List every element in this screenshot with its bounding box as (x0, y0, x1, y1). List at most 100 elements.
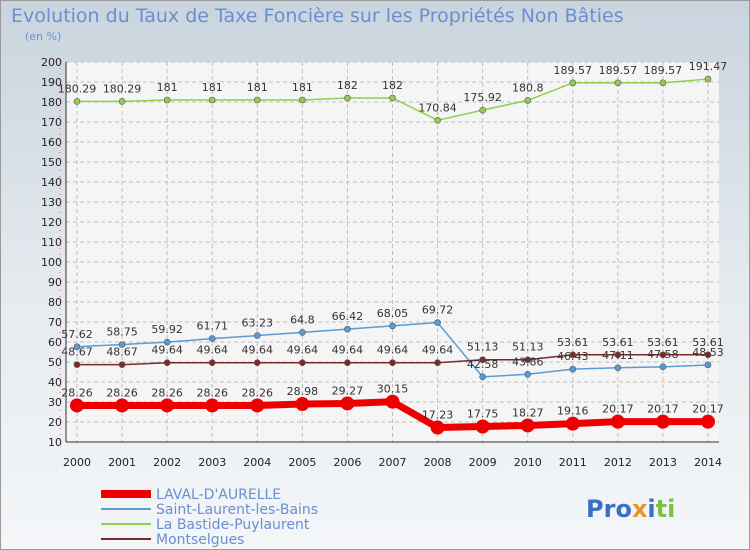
data-label: 61.71 (196, 320, 228, 333)
data-label: 28.26 (242, 386, 274, 399)
data-label: 53.61 (557, 336, 589, 349)
chart-title: Evolution du Taux de Taxe Foncière sur l… (11, 5, 624, 27)
data-label: 53.61 (647, 336, 679, 349)
data-label: 20.17 (647, 403, 679, 416)
data-point (118, 98, 126, 105)
y-tick-label: 50 (48, 356, 62, 369)
data-point (610, 414, 625, 429)
data-point (208, 335, 216, 342)
data-label: 28.26 (151, 386, 183, 399)
legend-label: Montselgues (156, 532, 244, 548)
data-label: 49.64 (332, 344, 364, 357)
y-tick-label: 70 (48, 316, 62, 329)
data-label: 20.17 (692, 403, 724, 416)
data-label: 180.8 (512, 81, 544, 94)
data-label: 49.64 (242, 344, 274, 357)
legend-label: Saint-Laurent-les-Bains (156, 502, 318, 518)
data-point (253, 359, 261, 367)
data-label: 48.67 (106, 346, 138, 359)
x-tick-label: 2005 (288, 456, 316, 469)
data-point (73, 343, 81, 351)
data-point (479, 356, 486, 364)
data-point (434, 359, 441, 367)
data-label: 180.29 (103, 82, 142, 95)
data-label: 58.75 (106, 326, 138, 339)
x-tick-label: 2000 (63, 456, 91, 469)
y-tick-label: 40 (48, 376, 62, 389)
data-point (434, 319, 441, 326)
x-tick-label: 2001 (108, 456, 136, 469)
data-label: 49.64 (151, 344, 183, 357)
y-tick-label: 110 (41, 236, 62, 249)
data-point (163, 359, 171, 367)
data-point (389, 359, 396, 367)
data-label: 69.72 (422, 304, 454, 317)
data-label: 30.15 (377, 383, 409, 396)
data-label: 53.61 (692, 336, 724, 349)
data-point (434, 117, 441, 124)
data-point (569, 351, 577, 359)
data-point (344, 359, 351, 367)
data-point (253, 332, 261, 339)
data-point (520, 418, 535, 433)
y-tick-label: 100 (41, 256, 62, 269)
data-point (295, 397, 310, 412)
y-tick-label: 130 (41, 196, 62, 209)
data-point (250, 398, 265, 413)
data-point (655, 414, 670, 429)
data-point (163, 338, 171, 346)
data-point (73, 98, 81, 105)
data-point (118, 361, 126, 368)
data-point (614, 364, 622, 372)
data-label: 49.64 (196, 344, 228, 357)
data-point (704, 361, 712, 369)
data-point (614, 79, 622, 87)
data-point (569, 79, 577, 87)
data-point (479, 373, 486, 381)
data-point (344, 94, 351, 102)
data-point (205, 398, 220, 413)
data-label: 181 (247, 81, 268, 94)
data-point (389, 94, 396, 102)
data-label: 175.92 (463, 91, 502, 104)
data-label: 181 (292, 81, 313, 94)
y-tick-label: 140 (41, 176, 62, 189)
data-label: 47.11 (602, 349, 634, 362)
y-tick-label: 200 (41, 56, 62, 69)
data-point (614, 351, 622, 359)
data-point (385, 394, 400, 409)
data-label: 63.23 (242, 317, 274, 330)
data-point (115, 398, 130, 413)
y-tick-label: 170 (41, 116, 62, 129)
data-label: 189.57 (644, 64, 683, 77)
data-point (524, 97, 532, 104)
data-point (208, 96, 216, 104)
data-label: 18.27 (512, 406, 544, 419)
x-tick-label: 2008 (424, 456, 452, 469)
data-label: 59.92 (151, 323, 183, 336)
x-tick-label: 2002 (153, 456, 181, 469)
data-point (299, 359, 306, 367)
data-label: 191.47 (689, 60, 728, 73)
data-point (389, 322, 396, 330)
x-tick-label: 2010 (514, 456, 542, 469)
data-point (524, 356, 532, 364)
y-tick-label: 160 (41, 136, 62, 149)
y-tick-label: 60 (48, 336, 62, 349)
data-label: 49.64 (422, 344, 454, 357)
proxiti-logo: Proxiti (586, 495, 675, 523)
data-label: 29.27 (332, 384, 364, 397)
data-point (701, 414, 715, 429)
data-label: 181 (202, 81, 223, 94)
data-label: 53.61 (602, 336, 634, 349)
data-label: 19.16 (557, 405, 589, 418)
data-label: 47.58 (647, 348, 679, 361)
data-label: 66.42 (332, 310, 364, 323)
data-label: 28.26 (61, 386, 93, 399)
data-label: 48.67 (61, 346, 93, 359)
data-label: 20.17 (602, 403, 634, 416)
data-label: 17.23 (422, 409, 454, 422)
data-point (299, 96, 306, 104)
data-point (70, 398, 84, 413)
data-point (430, 420, 445, 435)
